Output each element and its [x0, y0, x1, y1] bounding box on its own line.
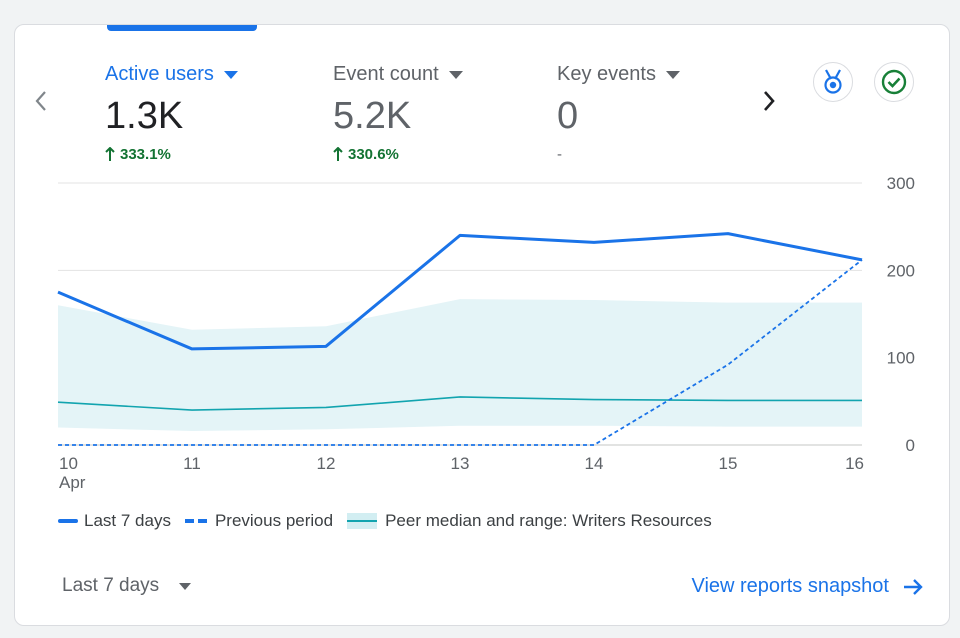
link-label: View reports snapshot: [691, 575, 889, 597]
legend-item-peer-range: Peer median and range: Writers Resources: [347, 511, 712, 531]
arrow-up-icon: [105, 147, 115, 161]
x-tick-label: 13: [451, 454, 470, 473]
caret-down-icon: [665, 70, 680, 79]
metric-label: Key events: [557, 63, 656, 85]
next-metrics-button[interactable]: [755, 87, 783, 115]
check-circle-icon: [881, 69, 907, 95]
metric-delta: -: [557, 144, 680, 164]
legend-swatch-solid: [58, 519, 78, 523]
x-tick-label: 16: [845, 454, 864, 473]
previous-metrics-button[interactable]: [27, 87, 55, 115]
date-range-label: Last 7 days: [62, 575, 160, 596]
metric-value: 1.3K: [105, 95, 184, 137]
x-tick-label: 10: [59, 454, 78, 473]
legend-item-previous-period: Previous period: [184, 511, 334, 531]
y-tick-label: 300: [887, 174, 915, 193]
legend-label: Peer median and range: Writers Resources: [385, 511, 712, 530]
metric-delta: 333.1%: [105, 144, 238, 164]
metric-delta: 330.6%: [333, 144, 463, 164]
legend-label: Last 7 days: [84, 511, 171, 530]
metric-label: Active users: [105, 63, 214, 85]
chevron-right-icon: [764, 91, 775, 111]
legend-swatch-dashed: [184, 519, 207, 523]
view-reports-snapshot-link[interactable]: View reports snapshot: [691, 575, 923, 598]
metric-delta-value: -: [557, 145, 562, 163]
caret-down-icon: [448, 70, 463, 79]
metric-active-users[interactable]: Active users 1.3K 333.1%: [105, 63, 238, 164]
x-tick-label: 11: [183, 454, 201, 473]
metric-value: 0: [557, 95, 579, 137]
last-7-days-line: [57, 232, 863, 351]
arrow-up-icon: [333, 147, 343, 161]
date-range-dropdown[interactable]: Last 7 days: [62, 575, 192, 597]
metric-delta-value: 330.6%: [348, 145, 399, 163]
active-tab-indicator: [107, 25, 257, 31]
y-tick-label: 200: [887, 261, 915, 280]
caret-down-icon: [179, 582, 192, 590]
legend-swatch-band: [347, 513, 378, 529]
x-tick-label: 14: [585, 454, 604, 473]
metric-label: Event count: [333, 63, 439, 85]
y-tick-label: 100: [887, 349, 915, 368]
arrow-right-icon: [904, 578, 923, 595]
previous-period-line: [58, 259, 863, 446]
medal-icon: [824, 69, 842, 94]
legend-item-last-7-days: Last 7 days: [58, 511, 171, 531]
metric-event-count[interactable]: Event count 5.2K 330.6%: [333, 63, 463, 164]
metric-delta-value: 333.1%: [120, 145, 171, 163]
overview-card: Active users 1.3K 333.1% Event count 5.2…: [14, 24, 950, 626]
chart-legend: Last 7 days Previous period Peer median …: [58, 511, 726, 531]
peer-range-band: [58, 299, 862, 432]
line-chart: 300 200 100 0 10 11 12 13 14 15 16 Apr: [57, 174, 915, 492]
y-tick-label: 0: [906, 436, 915, 455]
x-tick-sublabel: Apr: [59, 473, 86, 492]
legend-label: Previous period: [214, 511, 334, 530]
metric-event-count-header[interactable]: Event count: [333, 63, 463, 86]
chevron-left-icon: [35, 91, 46, 111]
x-tick-label: 15: [719, 454, 738, 473]
peer-median-line: [57, 396, 862, 411]
status-button[interactable]: [874, 62, 914, 102]
insights-button[interactable]: [813, 62, 853, 102]
caret-down-icon: [223, 70, 238, 79]
metric-key-events-header[interactable]: Key events: [557, 63, 680, 86]
x-tick-label: 12: [317, 454, 336, 473]
metric-active-users-header[interactable]: Active users: [105, 63, 238, 86]
metric-key-events[interactable]: Key events 0 -: [557, 63, 680, 164]
metric-value: 5.2K: [333, 95, 412, 137]
